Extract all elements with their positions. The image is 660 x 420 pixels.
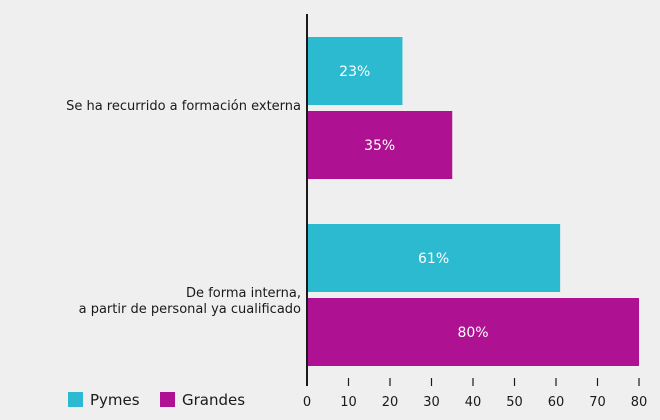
legend: Pymes Grandes [68,391,245,409]
x-tick-label-70: 70 [589,395,606,410]
data-label-grandes-1: 80% [457,325,488,341]
x-tick-label-80: 80 [631,395,648,410]
data-label-grandes-0: 35% [364,138,395,154]
x-tick-label-20: 20 [382,395,399,410]
data-label-pymes-1: 61% [418,251,449,267]
legend-label-pymes: Pymes [90,391,140,409]
bar-grandes-1 [307,298,639,366]
category-label-1-0: De forma interna, [186,286,301,301]
x-tick-label-10: 10 [340,395,357,410]
x-tick-label-30: 30 [423,395,440,410]
legend-label-grandes: Grandes [182,391,245,409]
category-labels: Se ha recurrido a formación externa De fo… [66,99,301,317]
category-label-1-1: a partir de personal ya cualificado [79,302,301,317]
category-label-0-0: Se ha recurrido a formación externa [66,99,301,114]
x-tick-label-0: 0 [303,395,311,410]
bar-grandes-0 [307,111,453,179]
legend-swatch-grandes [160,392,175,407]
data-label-pymes-0: 23% [339,64,370,80]
axes: 0 10 20 30 40 50 60 70 80 [303,14,647,410]
x-tick-label-60: 60 [548,395,565,410]
x-tick-label-40: 40 [465,395,482,410]
bar-pymes-0 [307,37,403,105]
bar-pymes-1 [307,224,561,292]
legend-swatch-pymes [68,392,83,407]
data-labels-layer: 23% 35% 61% 80% [339,64,488,341]
x-tick-label-50: 50 [506,395,523,410]
bars-layer [307,37,639,366]
